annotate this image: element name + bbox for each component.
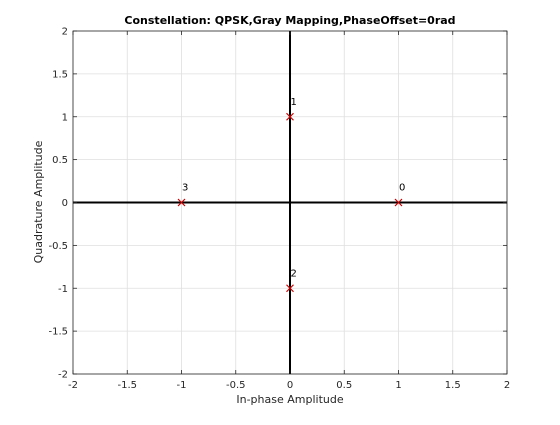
constellation-point [286, 284, 294, 293]
x-tick-label: -2 [68, 380, 78, 391]
x-tick-label: 2 [504, 380, 510, 391]
constellation-point [286, 112, 294, 121]
constellation-point [394, 198, 403, 207]
y-tick-label: 2 [62, 27, 68, 38]
y-tick-label: 1.5 [52, 69, 68, 80]
y-tick-label: 0.5 [52, 155, 68, 166]
zero-axes [73, 31, 507, 374]
y-axis-label: Quadrature Amplitude [32, 140, 45, 263]
x-axis-label: In-phase Amplitude [236, 393, 343, 406]
x-tick-label: 1.5 [445, 380, 461, 391]
x-tick-label: -1 [177, 380, 187, 391]
point-symbol-label: 2 [291, 268, 297, 279]
axis-ticks: -2 -1.5 -1 -0.5 0 0.5 1 1.5 2 -2 -1.5 -1 -0.5 0 0.5 1 1.… [48, 27, 510, 392]
x-tick-label: 0 [287, 380, 293, 391]
constellation-point [177, 198, 186, 207]
point-symbol-label: 3 [182, 183, 188, 194]
y-tick-label: -2 [58, 370, 68, 381]
y-tick-label: 1 [62, 112, 68, 123]
point-symbol-label: 1 [291, 97, 297, 108]
x-tick-label: -1.5 [117, 380, 137, 391]
data-points: 0 1 2 3 [177, 97, 405, 293]
point-symbol-label: 0 [399, 183, 405, 194]
y-tick-label: -0.5 [48, 241, 68, 252]
y-tick-label: 0 [62, 198, 68, 209]
chart-title: Constellation: QPSK,Gray Mapping,PhaseOf… [124, 14, 455, 27]
x-tick-label: -0.5 [226, 380, 246, 391]
x-tick-label: 0.5 [336, 380, 352, 391]
y-tick-label: -1 [58, 284, 68, 295]
x-tick-label: 1 [395, 380, 401, 391]
y-tick-label: -1.5 [48, 327, 68, 338]
